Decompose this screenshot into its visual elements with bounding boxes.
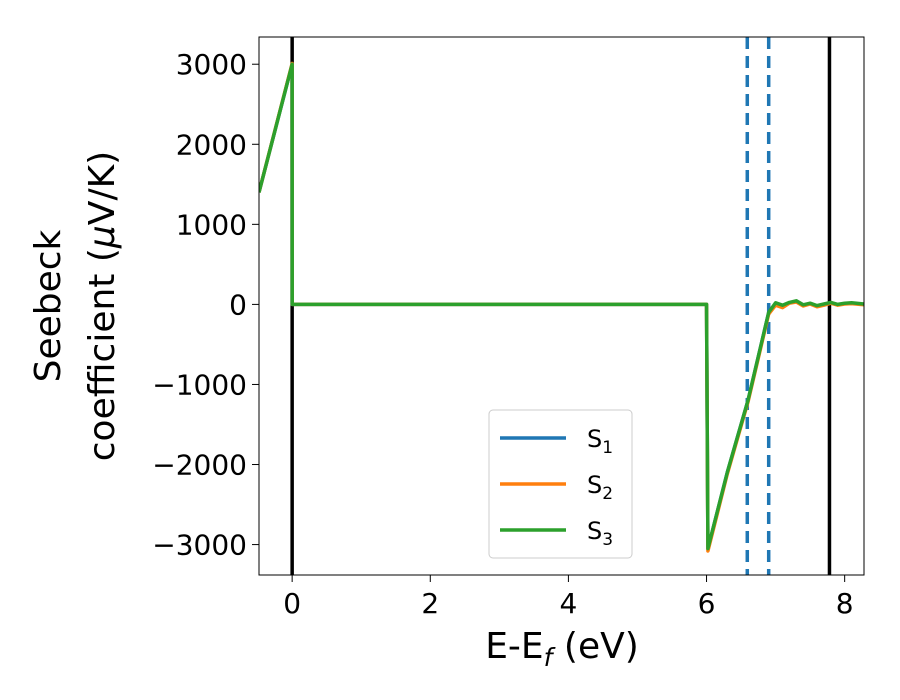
legend-label-s1: S1 <box>587 425 613 458</box>
y-tick-label: −1000 <box>152 368 247 401</box>
legend-label-s2: S2 <box>587 471 613 504</box>
x-tick-label: 8 <box>836 587 854 620</box>
series-line-s3 <box>259 62 864 551</box>
y-tick-label: 1000 <box>176 208 247 241</box>
y-tick-label: 3000 <box>176 48 247 81</box>
x-tick-label: 2 <box>421 587 439 620</box>
x-tick-label: 4 <box>559 587 577 620</box>
y-axis-label-line1: Seebeck <box>28 229 69 382</box>
y-tick-label: −2000 <box>152 449 247 482</box>
x-axis-ticks: 0 2 4 6 8 <box>283 575 854 620</box>
legend: S1 S2 S3 <box>488 409 633 559</box>
y-tick-label: 2000 <box>176 128 247 161</box>
x-tick-label: 6 <box>698 587 716 620</box>
y-axis-label: Seebeck coefficient (μV/K) <box>28 151 123 461</box>
series-layer <box>259 61 864 553</box>
y-axis-label-line2: coefficient (μV/K) <box>82 151 123 461</box>
y-tick-label: −3000 <box>152 529 247 562</box>
y-tick-label: 0 <box>229 288 247 321</box>
y-axis-ticks: 3000 2000 1000 0 −1000 −2000 −3000 <box>152 48 259 562</box>
plot-frame <box>258 36 865 576</box>
x-tick-label: 0 <box>283 587 301 620</box>
x-axis-label: E-Ef (eV) <box>485 626 639 672</box>
legend-label-s3: S3 <box>587 517 613 550</box>
